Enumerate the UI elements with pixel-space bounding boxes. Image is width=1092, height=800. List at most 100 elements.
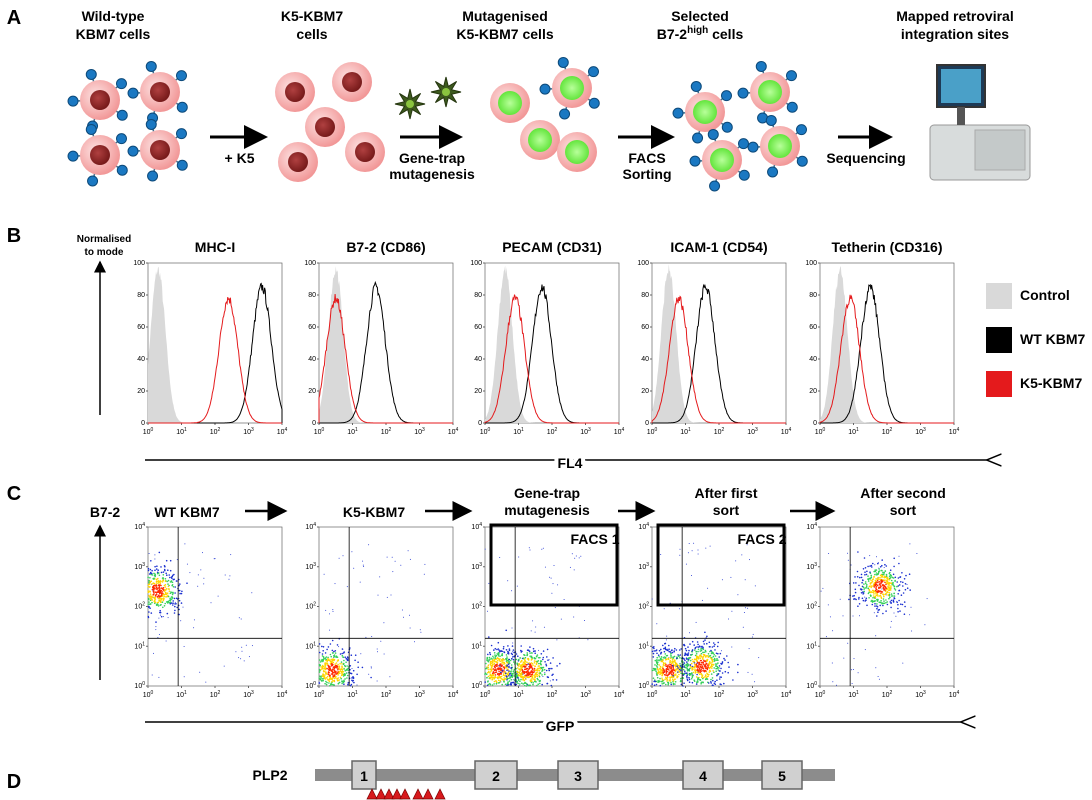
- event-dot: [203, 577, 205, 579]
- event-dot: [517, 679, 520, 681]
- event-dot: [672, 676, 675, 678]
- event-dot: [505, 649, 508, 651]
- event-dot: [657, 672, 659, 675]
- label: 10: [176, 429, 184, 436]
- event-dot: [164, 565, 166, 568]
- label: cells: [296, 26, 327, 42]
- x-tick-label: 103: [915, 427, 926, 436]
- event-dot: [754, 681, 756, 683]
- event-dot: [890, 620, 892, 622]
- event-dot: [924, 624, 926, 626]
- event-dot: [706, 655, 708, 657]
- receptor: [737, 138, 749, 150]
- insertion-site: [399, 788, 411, 800]
- x-tick-label: 103: [414, 427, 425, 436]
- event-dot: [668, 669, 670, 671]
- event-dot: [510, 670, 513, 672]
- event-dot: [721, 579, 723, 581]
- label: 4: [814, 522, 817, 528]
- event-dot: [694, 669, 696, 672]
- event-dot: [669, 670, 672, 673]
- event-dot: [164, 578, 167, 580]
- event-dot: [323, 667, 326, 670]
- y-tick-label: 103: [305, 562, 316, 571]
- event-dot: [894, 589, 897, 591]
- label: 3: [251, 427, 254, 433]
- event-dot: [690, 667, 693, 669]
- event-dot: [703, 654, 706, 656]
- event-dot: [720, 667, 722, 670]
- event-dot: [503, 661, 506, 664]
- event-dot: [491, 684, 494, 686]
- event-dot: [167, 583, 169, 585]
- event-dot: [699, 657, 702, 659]
- event-dot: [175, 580, 178, 582]
- event-dot: [874, 569, 876, 571]
- event-dot: [890, 626, 892, 628]
- event-dot: [326, 648, 328, 651]
- event-dot: [719, 652, 722, 655]
- event-dot: [508, 677, 510, 680]
- event-dot: [872, 597, 874, 599]
- event-dot: [702, 676, 705, 679]
- x-tick-label: 100: [314, 427, 325, 436]
- event-dot: [697, 648, 700, 651]
- event-dot: [847, 552, 848, 554]
- event-dot: [169, 576, 171, 579]
- event-dot: [877, 562, 879, 565]
- event-dot: [687, 652, 690, 654]
- label: 3: [422, 690, 425, 696]
- event-dot: [694, 672, 697, 674]
- event-dot: [870, 585, 873, 587]
- event-dot: [691, 658, 694, 661]
- event-dot: [878, 580, 880, 583]
- event-dot: [538, 674, 540, 677]
- event-dot: [332, 675, 335, 678]
- exon: [761, 760, 803, 790]
- event-dot: [701, 675, 703, 678]
- event-dot: [901, 572, 903, 574]
- event-dot: [153, 578, 155, 580]
- event-dot: [874, 570, 877, 573]
- event-dot: [554, 607, 556, 609]
- event-dot: [158, 599, 160, 602]
- event-dot: [520, 651, 523, 653]
- event-dot: [712, 642, 715, 644]
- event-dot: [883, 567, 885, 568]
- event-dot: [687, 552, 689, 554]
- label: 1: [479, 641, 482, 647]
- event-dot: [888, 592, 891, 594]
- event-dot: [154, 595, 157, 597]
- event-dot: [530, 662, 533, 664]
- event-dot: [178, 589, 181, 592]
- event-dot: [160, 584, 162, 587]
- event-dot: [522, 678, 524, 681]
- event-dot: [530, 681, 533, 684]
- event-dot: [670, 683, 672, 686]
- event-dot: [495, 669, 498, 671]
- event-dot: [699, 663, 702, 666]
- label: 10: [448, 692, 456, 699]
- event-dot: [154, 554, 156, 556]
- event-dot: [492, 664, 494, 666]
- event-dot: [523, 658, 526, 660]
- event-dot: [383, 622, 385, 624]
- x-tick-label: 100: [143, 427, 154, 436]
- event-dot: [867, 578, 869, 580]
- y-tick-label: 102: [305, 602, 316, 611]
- event-dot: [537, 683, 539, 685]
- event-dot: [537, 665, 540, 667]
- event-dot: [539, 661, 542, 663]
- event-dot: [685, 563, 687, 565]
- event-dot: [321, 655, 324, 657]
- event-dot: [526, 653, 529, 656]
- event-dot: [161, 601, 164, 603]
- event-dot: [662, 666, 664, 668]
- event-dot: [697, 669, 699, 671]
- event-dot: [497, 655, 500, 657]
- label: K5-KBM7 cells: [456, 26, 553, 42]
- y-tick-label: 100: [638, 681, 649, 690]
- event-dot: [663, 668, 665, 671]
- legend-swatch: [986, 327, 1012, 353]
- histogram: [484, 294, 619, 424]
